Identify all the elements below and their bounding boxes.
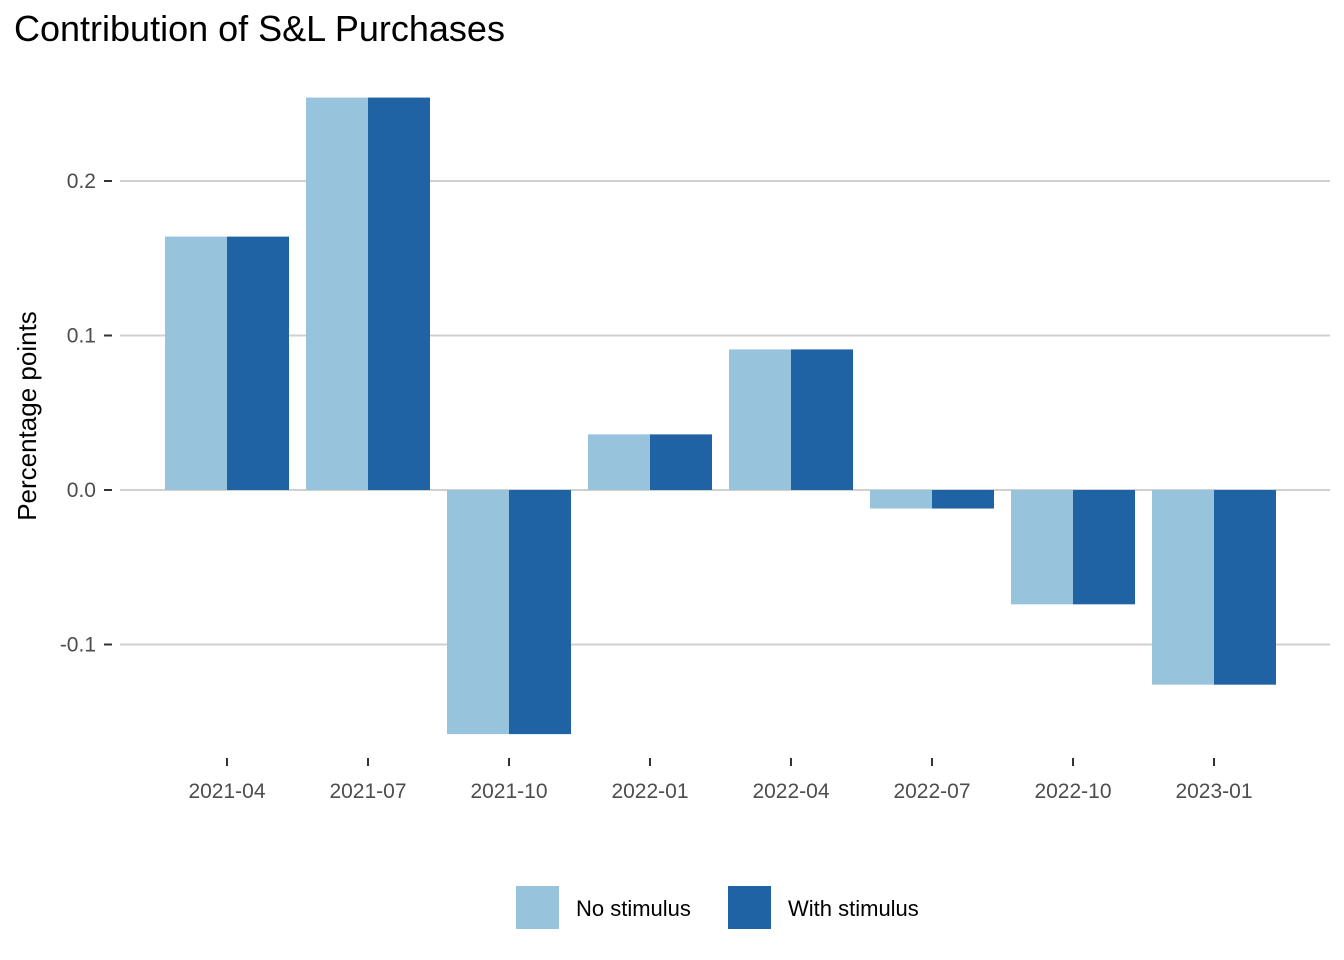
bar-with-stimulus [368, 97, 430, 490]
bar-no-stimulus [1011, 490, 1073, 605]
x-tick-label: 2021-07 [329, 780, 406, 803]
bar-no-stimulus [165, 236, 227, 490]
x-tick-label: 2021-04 [188, 780, 265, 803]
bar-no-stimulus [870, 490, 932, 509]
x-tick-label: 2022-01 [611, 780, 688, 803]
x-tick-label: 2022-10 [1034, 780, 1111, 803]
chart-title: Contribution of S&L Purchases [14, 8, 505, 49]
y-tick-label: 0.1 [67, 325, 96, 348]
x-axis: 2021-04 2021-07 2021-10 2022-01 2022-04 2022-… [188, 758, 1253, 803]
bar-no-stimulus [447, 490, 509, 735]
bar-with-stimulus [791, 349, 853, 490]
bar-with-stimulus [1214, 490, 1276, 685]
y-tick-label: -0.1 [60, 634, 96, 657]
x-tick-label: 2022-07 [893, 780, 970, 803]
bar-with-stimulus [1073, 490, 1135, 605]
bar-with-stimulus [650, 434, 712, 490]
bar-no-stimulus [306, 97, 368, 490]
bar-no-stimulus [729, 349, 791, 490]
gridlines [120, 180, 1330, 646]
x-tick-label: 2023-01 [1175, 780, 1252, 803]
bar-with-stimulus [932, 490, 994, 509]
legend-label: No stimulus [576, 896, 691, 921]
y-axis-title: Percentage points [12, 311, 42, 521]
bar-with-stimulus [227, 236, 289, 490]
bar-no-stimulus [1152, 490, 1214, 685]
legend: No stimulus With stimulus [516, 886, 919, 929]
y-axis: -0.1 0.0 0.1 0.2 [60, 170, 112, 657]
bar-with-stimulus [509, 490, 571, 735]
bar-no-stimulus [588, 434, 650, 490]
legend-key [728, 886, 771, 929]
legend-label: With stimulus [788, 896, 919, 921]
x-tick-label: 2022-04 [752, 780, 829, 803]
y-tick-label: 0.0 [67, 479, 96, 502]
bars [165, 97, 1276, 735]
y-tick-label: 0.2 [67, 170, 96, 193]
x-tick-label: 2021-10 [470, 780, 547, 803]
legend-key [516, 886, 559, 929]
